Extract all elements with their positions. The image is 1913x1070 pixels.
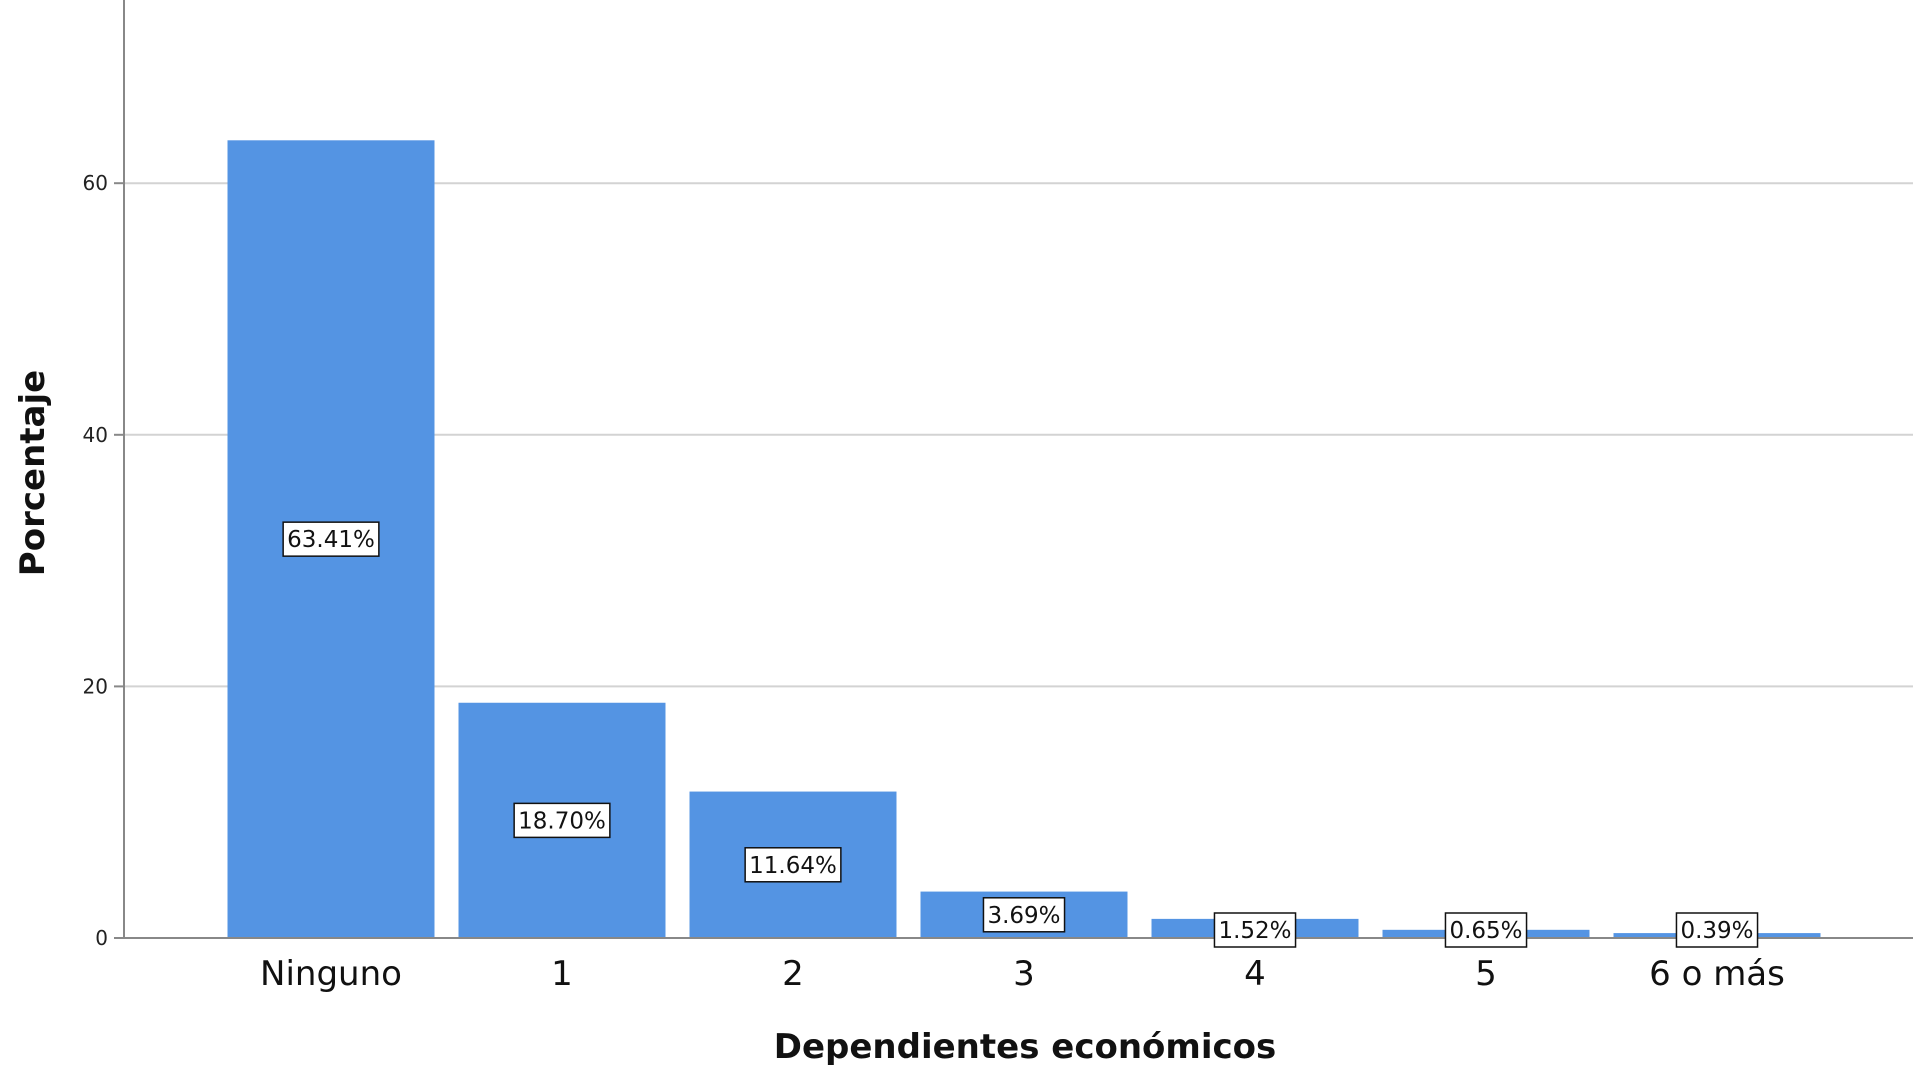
y-tick-labels: 0 20 40 60 (83, 171, 108, 950)
data-label-2: 11.64% (744, 847, 842, 883)
data-label-0: 63.41% (282, 521, 380, 557)
bars (227, 140, 1821, 939)
data-label-text: 0.65% (1449, 918, 1522, 944)
data-label-box (1444, 912, 1528, 948)
x-axis-title: Dependientes económicos (774, 1027, 1277, 1066)
x-tick-labels: Ninguno 1 2 3 4 5 6 o más (260, 954, 1785, 994)
x-tick-label: 6 o más (1649, 954, 1785, 994)
y-tick-label: 40 (83, 423, 108, 447)
data-label-6: 0.39% (1675, 912, 1759, 948)
x-tick-label: 1 (551, 954, 573, 994)
data-label-text: 11.64% (749, 853, 837, 879)
data-label-text: 0.39% (1680, 918, 1753, 944)
data-label-text: 18.70% (518, 808, 606, 834)
data-labels: 63.41% 18.70% 11.64% 3.69% 1.52% 0.65% 0.39% (282, 521, 1759, 948)
y-axis-title: Porcentaje (13, 370, 53, 576)
x-tick-label: 3 (1013, 954, 1035, 994)
data-label-box (982, 897, 1066, 933)
y-tick-label: 20 (83, 674, 108, 698)
data-label-5: 0.65% (1444, 912, 1528, 948)
data-label-box (1675, 912, 1759, 948)
x-tick-label: 4 (1244, 954, 1266, 994)
data-label-box (513, 802, 611, 839)
x-tick-label: 5 (1475, 954, 1497, 994)
data-label-box (282, 521, 380, 557)
data-label-3: 3.69% (982, 897, 1066, 933)
axes (114, 0, 1913, 939)
data-label-text: 63.41% (287, 527, 375, 553)
y-tick-label: 60 (83, 171, 108, 195)
data-label-4: 1.52% (1213, 912, 1297, 948)
data-label-text: 3.69% (987, 903, 1060, 929)
data-label-box (1213, 912, 1297, 948)
data-label-text: 1.52% (1218, 918, 1291, 944)
y-tick-label: 0 (95, 926, 108, 950)
x-tick-label: 2 (782, 954, 804, 994)
x-tick-label: Ninguno (260, 954, 402, 994)
data-label-box (744, 847, 842, 883)
data-label-1: 18.70% (513, 802, 611, 839)
